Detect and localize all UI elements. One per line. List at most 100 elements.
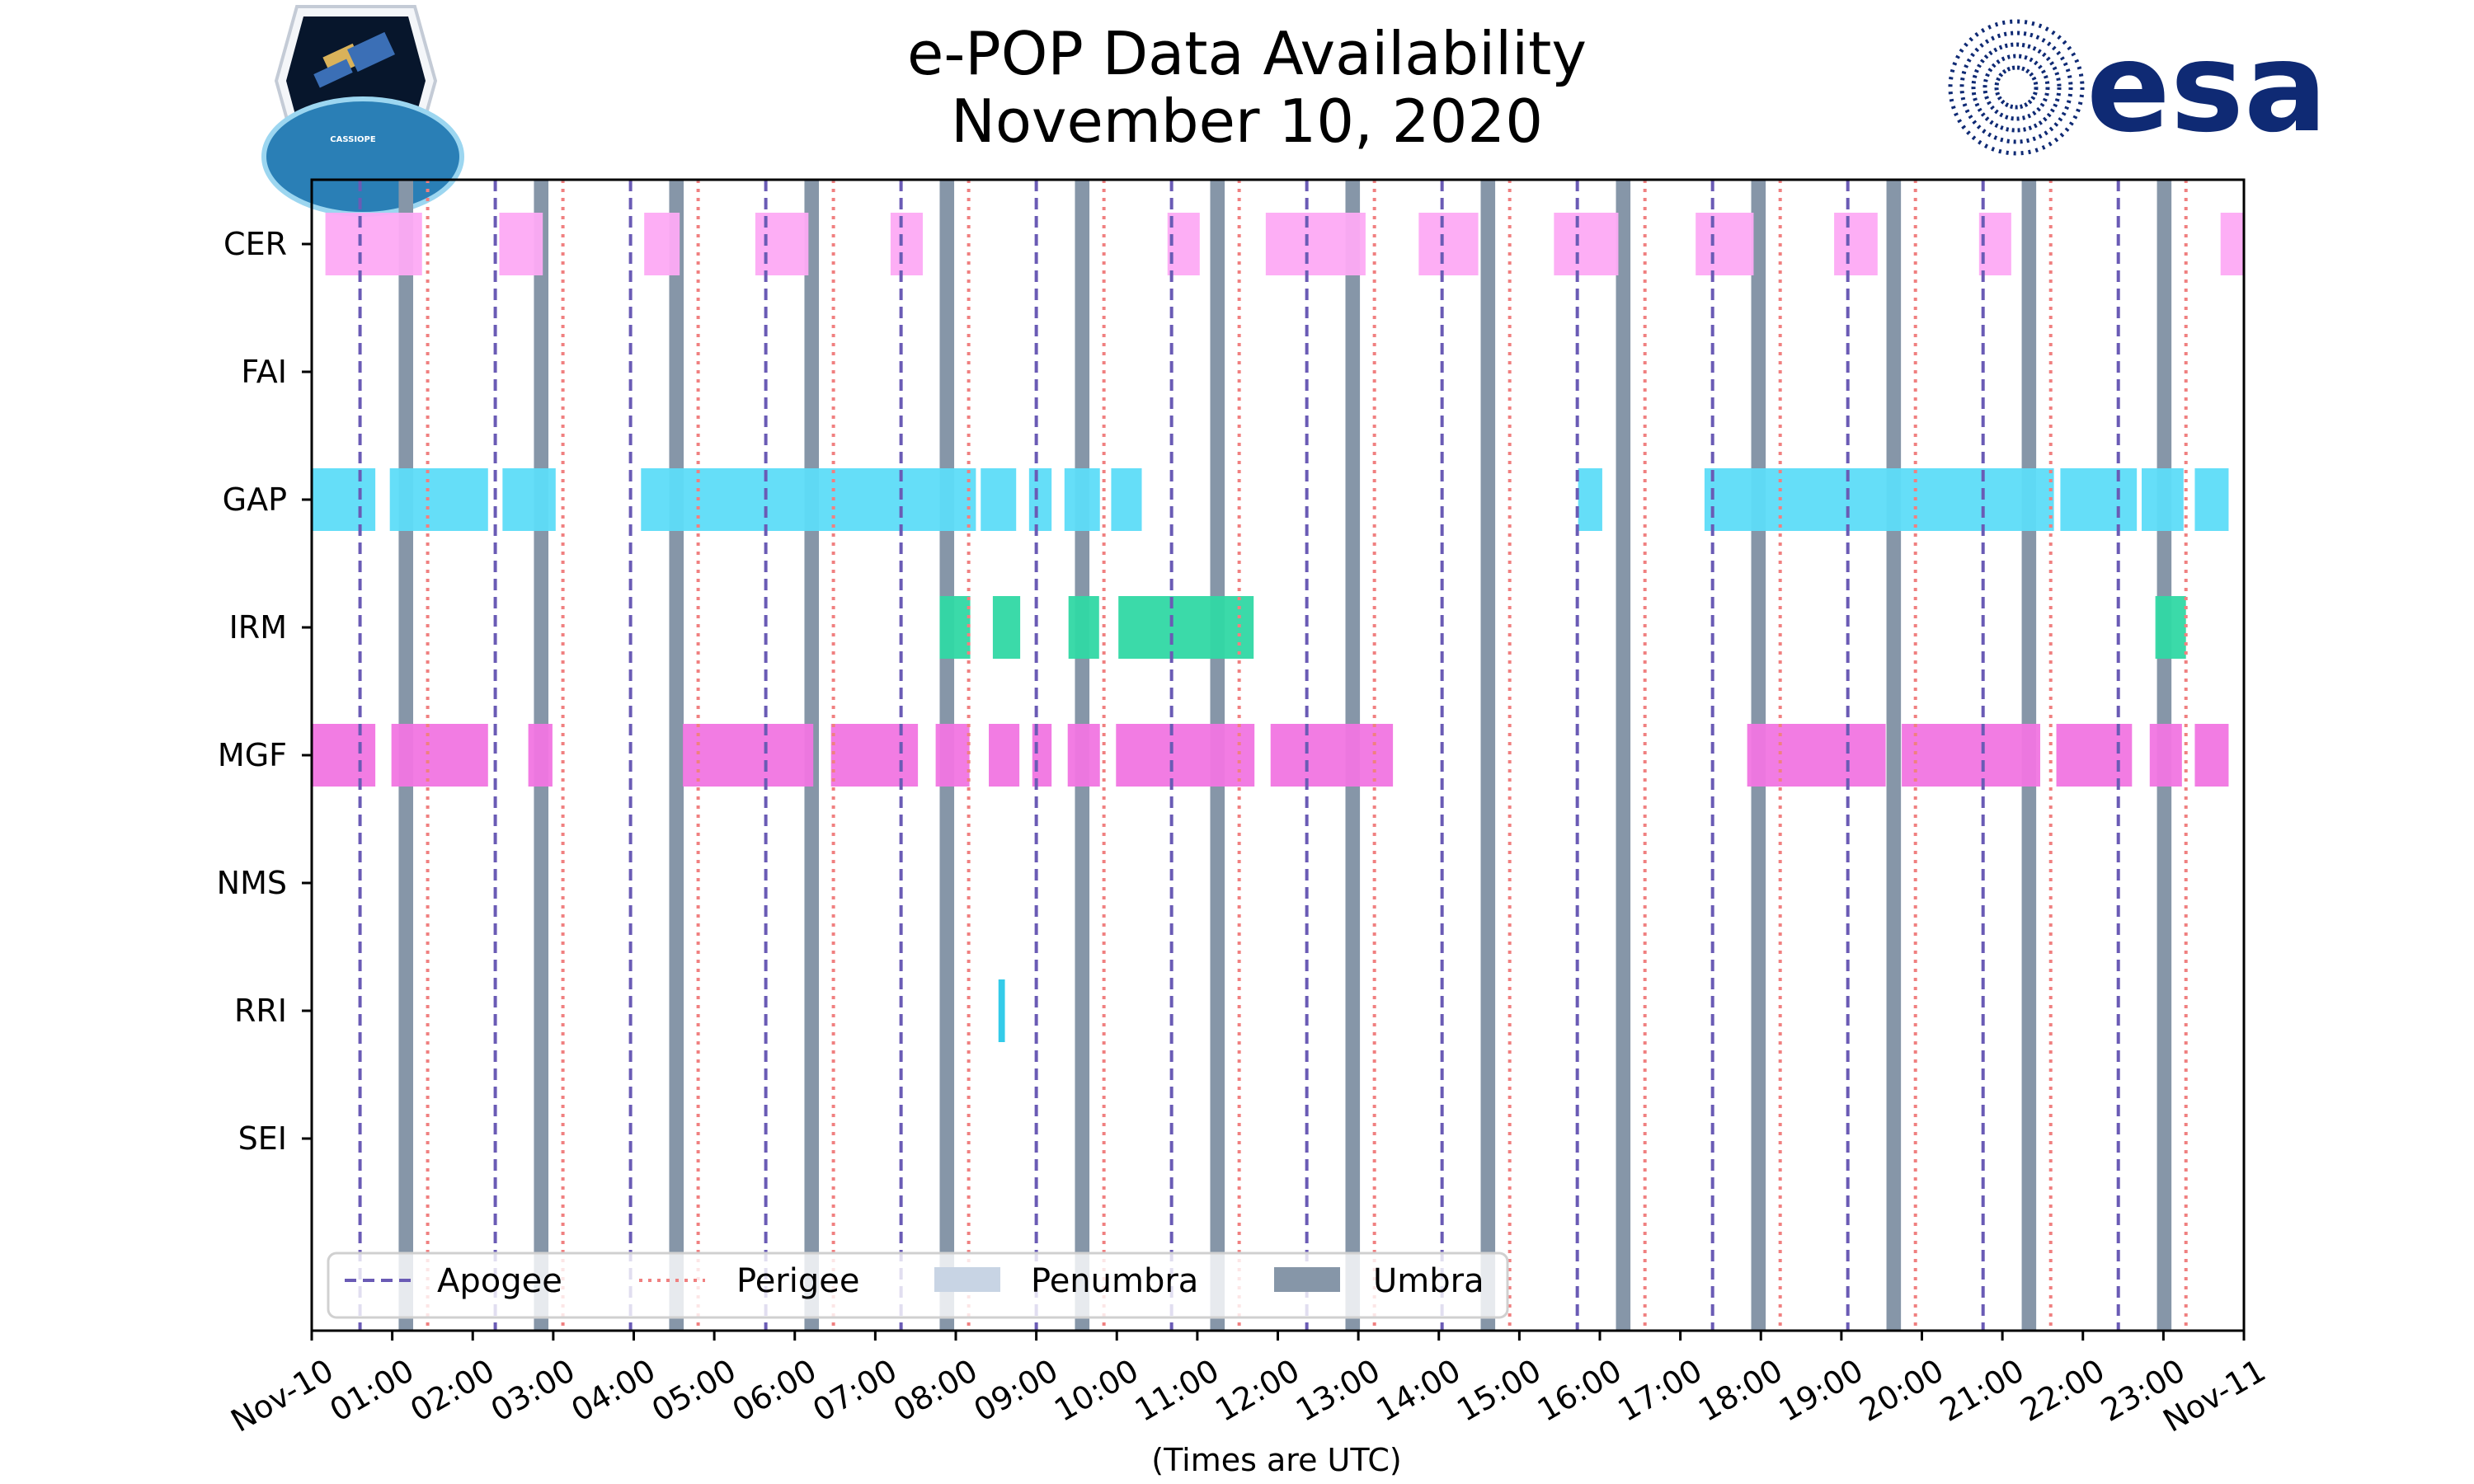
bar-mgf-5 bbox=[935, 724, 970, 787]
bar-mgf-0 bbox=[312, 724, 376, 787]
bar-gap-5 bbox=[1028, 468, 1052, 531]
bar-gap-4 bbox=[981, 468, 1017, 531]
instrument-bars bbox=[312, 213, 2244, 1042]
x-tick-label-7: 07:00 bbox=[807, 1352, 903, 1429]
x-tick-label-17: 17:00 bbox=[1611, 1352, 1708, 1429]
y-tick-label-mgf: MGF bbox=[218, 737, 287, 773]
bar-mgf-13 bbox=[2056, 724, 2133, 787]
y-tick-label-gap: GAP bbox=[223, 481, 287, 518]
bar-cer-3 bbox=[755, 213, 809, 275]
bar-mgf-12 bbox=[1902, 724, 2041, 787]
y-tick-label-cer: CER bbox=[223, 226, 287, 262]
legend-umbra-label: Umbra bbox=[1373, 1262, 1484, 1300]
x-tick-label-18: 18:00 bbox=[1692, 1352, 1789, 1429]
bar-gap-6 bbox=[1064, 468, 1100, 531]
bar-mgf-8 bbox=[1067, 724, 1100, 787]
x-tick-label-20: 20:00 bbox=[1853, 1352, 1950, 1429]
bar-cer-0 bbox=[325, 213, 422, 275]
bar-mgf-3 bbox=[683, 724, 814, 787]
bar-cer-6 bbox=[1265, 213, 1366, 275]
bar-mgf-1 bbox=[391, 724, 488, 787]
x-tick-label-22: 22:00 bbox=[2015, 1352, 2111, 1429]
bar-cer-1 bbox=[499, 213, 543, 275]
x-tick-label-8: 08:00 bbox=[887, 1352, 984, 1429]
legend-box bbox=[327, 1252, 1509, 1319]
umbra-band-2 bbox=[669, 180, 684, 1331]
mission-logo: CASSIOPE bbox=[261, 5, 464, 217]
bar-mgf-2 bbox=[528, 724, 553, 787]
x-tick-label-21: 21:00 bbox=[1934, 1352, 2030, 1429]
x-tick-label-13: 13:00 bbox=[1290, 1352, 1386, 1429]
x-tick-label-12: 12:00 bbox=[1209, 1352, 1305, 1429]
bar-irm-4 bbox=[2155, 596, 2186, 659]
bar-rri-0 bbox=[998, 979, 1005, 1042]
bar-gap-1 bbox=[389, 468, 488, 531]
bar-mgf-14 bbox=[2149, 724, 2182, 787]
x-tick-label-19: 19:00 bbox=[1773, 1352, 1870, 1429]
x-tick-label-11: 11:00 bbox=[1129, 1352, 1225, 1429]
x-tick-label-16: 16:00 bbox=[1531, 1352, 1628, 1429]
bar-gap-11 bbox=[2142, 468, 2184, 531]
esa-logo: esa bbox=[1948, 16, 2327, 160]
bar-mgf-11 bbox=[1747, 724, 1886, 787]
bar-gap-9 bbox=[1704, 468, 2054, 531]
bar-mgf-15 bbox=[2194, 724, 2229, 787]
x-tick-label-15: 15:00 bbox=[1451, 1352, 1547, 1429]
bar-mgf-10 bbox=[1270, 724, 1394, 787]
bar-cer-7 bbox=[1418, 213, 1479, 275]
legend-umbra-swatch bbox=[1274, 1267, 1340, 1292]
chart-title-line-1: e-POP Data Availability bbox=[907, 19, 1587, 88]
legend: Apogee Perigee Penumbra Umbra bbox=[327, 1252, 1509, 1319]
legend-penumbra-swatch bbox=[934, 1267, 1000, 1292]
bar-gap-7 bbox=[1111, 468, 1142, 531]
bar-irm-2 bbox=[1068, 596, 1099, 659]
x-tick-label-14: 14:00 bbox=[1371, 1352, 1467, 1429]
x-tick-label-1: 01:00 bbox=[323, 1352, 420, 1429]
legend-apogee-label: Apogee bbox=[437, 1262, 562, 1300]
bar-cer-4 bbox=[890, 213, 923, 275]
esa-logo-text: esa bbox=[2086, 16, 2327, 160]
bar-gap-12 bbox=[2194, 468, 2229, 531]
y-tick-label-sei: SEI bbox=[238, 1120, 287, 1157]
umbra-band-11 bbox=[1886, 180, 1902, 1331]
x-axis: Nov-1001:0002:0003:0004:0005:0006:0007:0… bbox=[225, 1331, 2272, 1439]
bar-mgf-9 bbox=[1116, 724, 1255, 787]
x-tick-label-0: Nov-10 bbox=[225, 1352, 340, 1439]
bar-gap-3 bbox=[641, 468, 976, 531]
bar-irm-3 bbox=[1118, 596, 1254, 659]
umbra-band-8 bbox=[1480, 180, 1496, 1331]
bar-irm-1 bbox=[992, 596, 1021, 659]
x-tick-label-3: 03:00 bbox=[485, 1352, 581, 1429]
x-tick-label-2: 02:00 bbox=[404, 1352, 501, 1429]
bar-cer-8 bbox=[1554, 213, 1619, 275]
x-tick-label-5: 05:00 bbox=[646, 1352, 742, 1429]
x-axis-label: (Times are UTC) bbox=[1151, 1442, 1401, 1478]
bar-irm-0 bbox=[939, 596, 971, 659]
chart-title-line-2: November 10, 2020 bbox=[951, 87, 1543, 156]
y-axis: CER FAI GAP IRM MGF NMS RRI SEI bbox=[217, 226, 312, 1157]
x-tick-label-6: 06:00 bbox=[727, 1352, 823, 1429]
bar-gap-2 bbox=[502, 468, 556, 531]
esa-swirl-icon bbox=[1948, 19, 2085, 156]
bar-cer-10 bbox=[1834, 213, 1878, 275]
bar-gap-0 bbox=[312, 468, 376, 531]
x-tick-label-10: 10:00 bbox=[1048, 1352, 1145, 1429]
x-tick-label-4: 04:00 bbox=[565, 1352, 661, 1429]
bar-gap-10 bbox=[2060, 468, 2138, 531]
bar-mgf-6 bbox=[989, 724, 1020, 787]
umbra-band-9 bbox=[1616, 180, 1631, 1331]
bar-gap-8 bbox=[1578, 468, 1602, 531]
legend-perigee-label: Perigee bbox=[736, 1262, 859, 1300]
mission-logo-text: CASSIOPE bbox=[330, 135, 376, 144]
bar-cer-9 bbox=[1696, 213, 1754, 275]
bar-mgf-4 bbox=[830, 724, 919, 787]
x-tick-label-9: 09:00 bbox=[967, 1352, 1064, 1429]
bar-cer-12 bbox=[2220, 213, 2244, 275]
bar-cer-2 bbox=[644, 213, 680, 275]
y-tick-label-fai: FAI bbox=[241, 354, 287, 390]
legend-penumbra-label: Penumbra bbox=[1031, 1262, 1198, 1300]
y-tick-label-irm: IRM bbox=[229, 609, 287, 646]
y-tick-label-nms: NMS bbox=[217, 865, 287, 901]
y-tick-label-rri: RRI bbox=[234, 993, 287, 1029]
